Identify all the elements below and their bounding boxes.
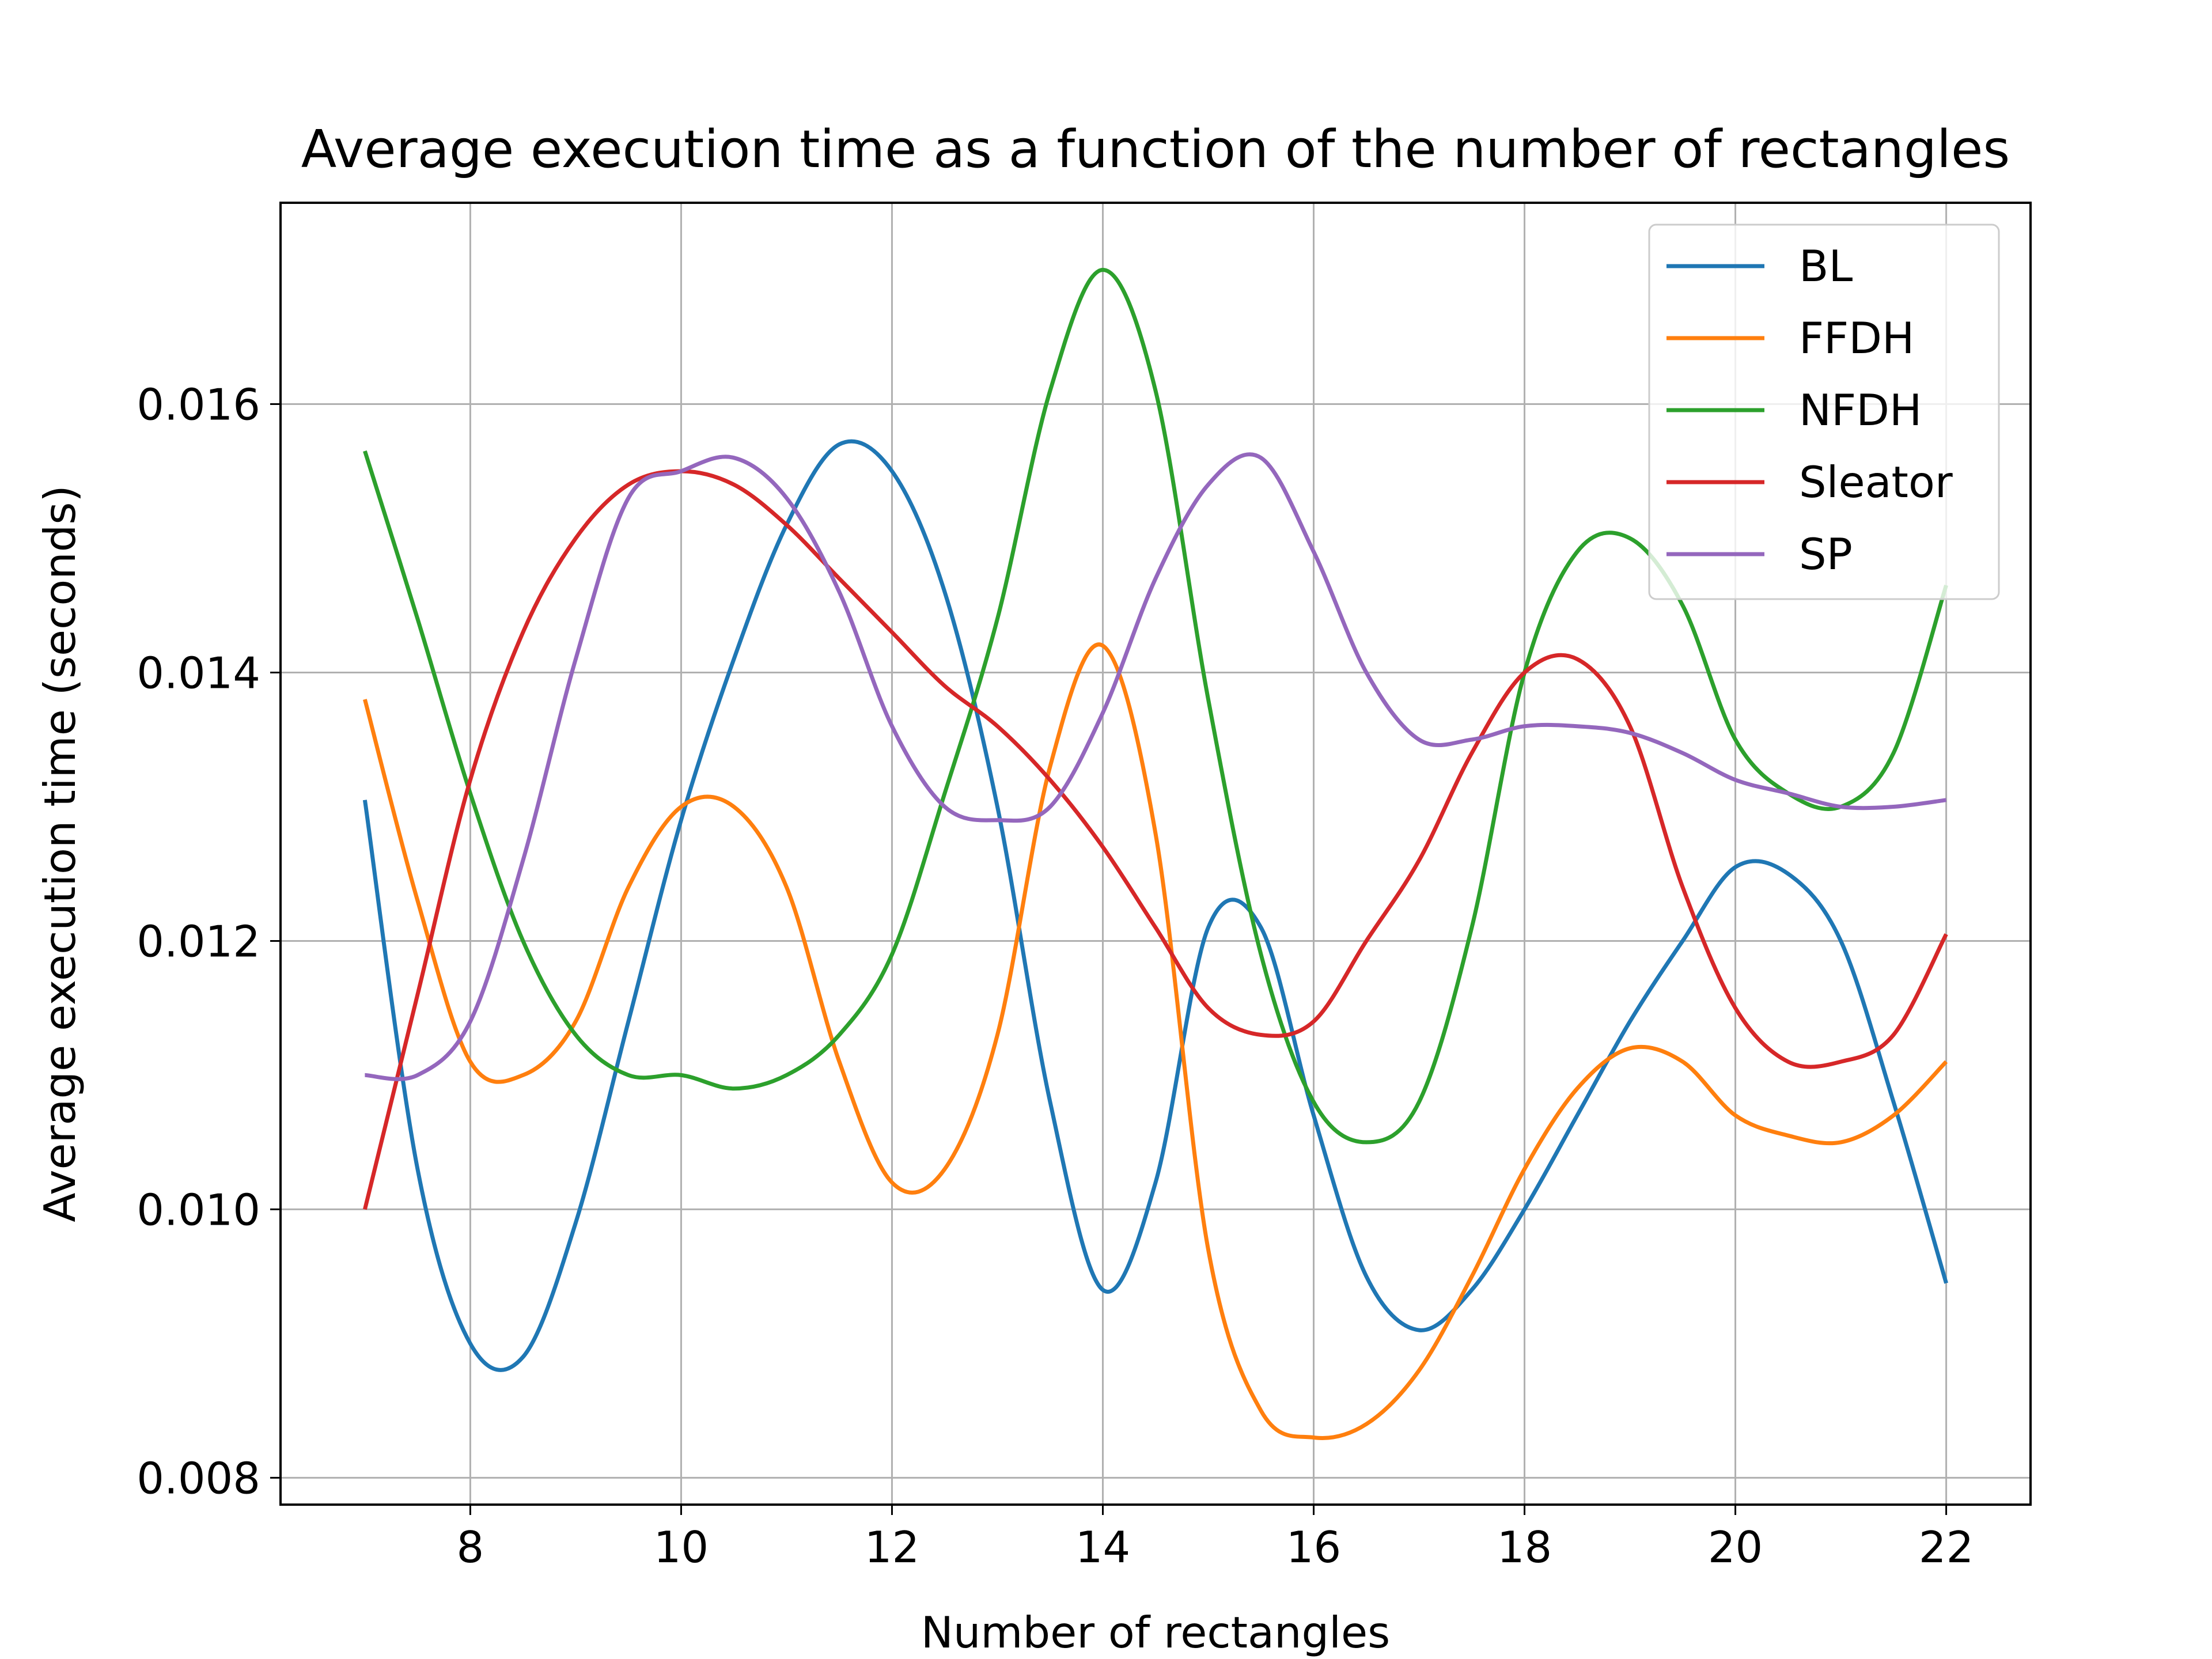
legend-label: SP (1799, 529, 1853, 579)
chart-title: Average execution time as a function of … (301, 119, 2010, 180)
x-axis-label: Number of rectangles (921, 1607, 1390, 1658)
series-line-ffdh (363, 642, 1948, 1440)
x-tick-label: 12 (865, 1522, 919, 1573)
y-tick-label: 0.014 (137, 647, 260, 698)
y-tick-label: 0.008 (137, 1453, 260, 1503)
legend-box (1648, 224, 2000, 600)
legend-label: BL (1799, 241, 1853, 291)
x-tick-label: 16 (1286, 1522, 1341, 1573)
legend: BL FFDH NFDH Sleator SP (1648, 224, 2000, 600)
y-tick-label: 0.010 (137, 1184, 260, 1235)
x-tick-label: 8 (457, 1522, 484, 1573)
series-line-bl (362, 439, 1948, 1372)
y-tick-label: 0.012 (137, 916, 260, 967)
plot-frame (279, 202, 2032, 1506)
x-tick-label: 14 (1075, 1522, 1130, 1573)
y-axis-label: Average execution time (seconds) (35, 485, 85, 1222)
x-tick-label: 18 (1497, 1522, 1552, 1573)
series-line-sleator (363, 469, 1948, 1210)
y-tick-label: 0.016 (137, 379, 260, 430)
legend-label: FFDH (1799, 313, 1914, 363)
x-tick-label: 20 (1708, 1522, 1763, 1573)
legend-label: NFDH (1799, 385, 1922, 435)
x-tick-label: 10 (654, 1522, 709, 1573)
series-line-sp (365, 452, 1947, 1081)
legend-label: Sleator (1799, 457, 1953, 507)
axis-ticks: 8 10 12 14 16 18 20 22 0.008 0.010 0.012 0.014 0.016 (137, 379, 1974, 1573)
x-tick-label: 22 (1919, 1522, 1974, 1573)
